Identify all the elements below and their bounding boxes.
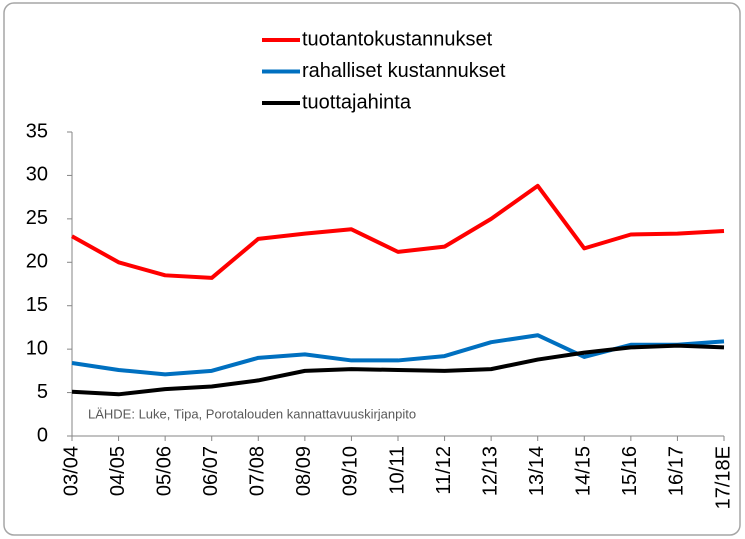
y-tick-label: 20 — [26, 251, 48, 273]
x-tick-label: 04/05 — [107, 446, 129, 496]
y-tick-label: 15 — [26, 294, 48, 316]
x-tick-label: 13/14 — [526, 446, 548, 496]
series-line — [71, 183, 725, 280]
x-tick-label: 09/10 — [340, 446, 362, 496]
y-tick-label: 10 — [26, 337, 48, 359]
x-tick-label: 14/15 — [573, 446, 595, 496]
x-tick-label: 03/04 — [60, 446, 82, 496]
chart-border — [3, 2, 741, 536]
x-tick-label: 11/12 — [433, 446, 455, 495]
x-tick-label: 17/18E — [712, 446, 734, 509]
y-tick-label: 35 — [26, 120, 48, 142]
y-tick-label: 5 — [37, 381, 48, 403]
y-tick-label: 25 — [26, 207, 48, 229]
legend-label: rahalliset kustannukset — [302, 60, 506, 82]
x-tick-label: 07/08 — [247, 446, 269, 496]
series-line — [71, 343, 725, 397]
source-note: LÄHDE: Luke, Tipa, Porotalouden kannatta… — [88, 406, 416, 421]
x-tick-label: 10/11 — [386, 446, 408, 495]
legend-label: tuottajahinta — [302, 91, 412, 113]
x-tick-label: 08/09 — [293, 446, 315, 496]
legend-label: tuotantokustannukset — [302, 28, 493, 50]
x-tick-label: 16/17 — [666, 446, 688, 496]
x-tick-label: 12/13 — [479, 446, 501, 496]
y-tick-label: 0 — [37, 424, 48, 446]
y-tick-label: 30 — [26, 164, 48, 186]
x-tick-label: 05/06 — [153, 446, 175, 496]
x-tick-label: 06/07 — [200, 446, 222, 496]
x-tick-label: 15/16 — [619, 446, 641, 496]
